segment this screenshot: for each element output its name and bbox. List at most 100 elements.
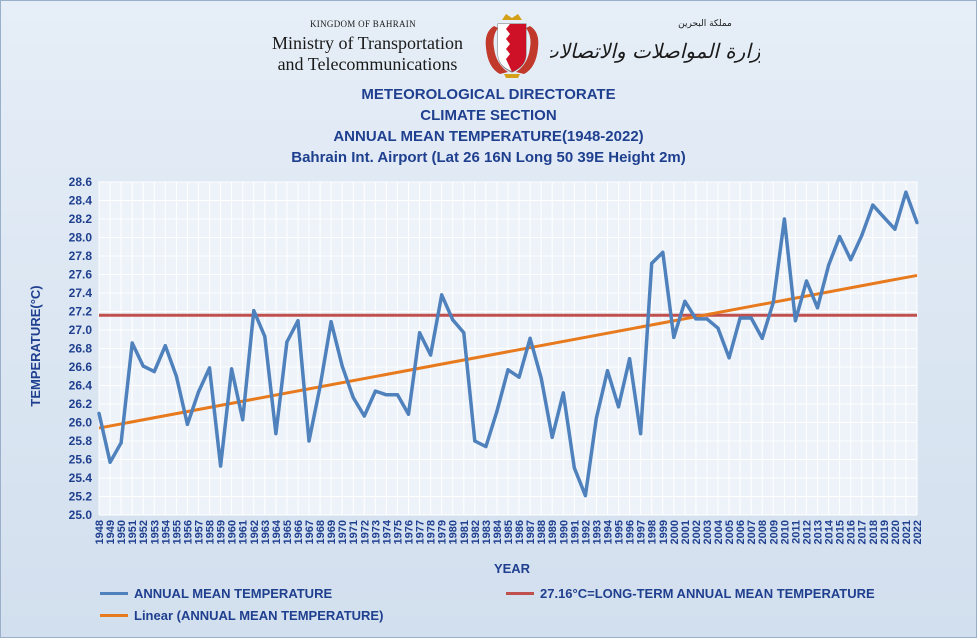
data-point: [174, 374, 178, 378]
data-point: [274, 432, 278, 436]
data-point: [838, 234, 842, 239]
ministry-arabic-logo: مملكة البحرين وزارة المواصلات والاتصالات: [550, 19, 760, 63]
x-tick-label: 1978: [426, 520, 438, 544]
x-tick-label: 2022: [912, 520, 924, 544]
x-tick-label: 1999: [658, 520, 670, 544]
x-tick-label: 1984: [492, 519, 504, 544]
ministry-name-line2: and Telecommunications: [277, 54, 458, 74]
legend-swatch-trend: [100, 614, 128, 617]
x-tick-label: 1951: [127, 520, 139, 544]
x-tick-label: 1953: [149, 520, 161, 544]
data-point: [207, 366, 212, 370]
data-point: [406, 412, 411, 416]
y-tick-label: 25.0: [69, 508, 93, 522]
data-point: [550, 435, 554, 439]
ministry-name: Ministry of Transportation and Telecommu…: [255, 33, 480, 75]
x-tick-label: 1983: [481, 520, 493, 544]
x-tick-label: 1963: [260, 520, 272, 544]
x-tick-label: 1992: [580, 520, 592, 544]
data-point: [683, 299, 687, 303]
y-tick-label: 26.2: [69, 397, 93, 411]
x-tick-label: 2009: [768, 520, 780, 544]
arabic-ministry-name: وزارة المواصلات والاتصالات: [550, 39, 760, 63]
data-point: [495, 409, 499, 413]
chart-titles: METEOROLOGICAL DIRECTORATE CLIMATE SECTI…: [0, 84, 977, 168]
x-tick-label: 1988: [536, 520, 548, 544]
x-tick-label: 1966: [293, 520, 305, 544]
data-point: [738, 316, 742, 320]
x-tick-label: 1967: [304, 520, 316, 544]
ministry-name-line1: Ministry of Transportation: [271, 33, 463, 53]
x-tick-label: 1976: [404, 520, 416, 544]
x-tick-label: 1962: [249, 520, 261, 544]
data-point: [230, 367, 234, 371]
data-point: [163, 344, 167, 348]
x-tick-label: 2004: [713, 519, 725, 544]
legend-label-series: ANNUAL MEAN TEMPERATURE: [134, 586, 333, 601]
data-point: [119, 441, 123, 445]
x-tick-label: 1954: [160, 519, 172, 544]
data-point: [196, 390, 201, 394]
data-point: [539, 376, 543, 380]
x-tick-label: 1994: [602, 519, 614, 544]
y-tick-label: 27.8: [69, 249, 93, 263]
x-tick-label: 2019: [879, 520, 891, 544]
data-point: [528, 336, 532, 340]
legend-item-trend: Linear (ANNUAL MEAN TEMPERATURE): [100, 608, 383, 623]
data-point: [915, 221, 919, 225]
data-point: [307, 439, 311, 443]
x-tick-label: 1985: [503, 520, 515, 544]
data-point: [185, 422, 190, 426]
y-tick-label: 28.4: [69, 194, 93, 208]
y-tick-labels: 25.0 25.2 25.4 25.6 25.8 26.0 26.2 26.4 26.6 26.8…: [69, 175, 93, 522]
x-tick-labels: 1948 1949 1950 1951 1952 1953 1954 1955 1956 1957…: [94, 519, 924, 544]
x-tick-label: 1970: [337, 520, 349, 544]
x-tick-label: 1952: [138, 520, 150, 544]
y-tick-label: 28.2: [69, 212, 93, 226]
x-tick-label: 1975: [392, 520, 404, 544]
x-tick-label: 1950: [116, 520, 128, 544]
data-point: [462, 331, 466, 335]
x-tick-label: 1997: [636, 520, 648, 544]
data-point: [583, 493, 587, 498]
kingdom-label: KINGDOM OF BAHRAIN: [310, 19, 416, 29]
x-tick-label: 1965: [282, 520, 294, 544]
y-tick-label: 26.6: [69, 360, 93, 374]
data-point: [893, 227, 897, 231]
data-point: [616, 405, 621, 409]
title-section: CLIMATE SECTION: [420, 107, 557, 124]
x-tick-label: 1964: [271, 519, 283, 544]
x-tick-label: 1955: [171, 520, 183, 544]
x-tick-label: 1973: [370, 520, 382, 544]
legend-label-reference: 27.16°C=LONG-TERM ANNUAL MEAN TEMPERATUR…: [540, 586, 875, 601]
data-point: [517, 375, 521, 379]
legend-label-trend: Linear (ANNUAL MEAN TEMPERATURE): [134, 608, 384, 623]
x-tick-label: 2010: [779, 520, 791, 544]
data-point: [373, 389, 377, 393]
x-tick-label: 1998: [647, 520, 659, 544]
x-tick-label: 1968: [315, 520, 327, 544]
x-tick-label: 1981: [459, 520, 471, 544]
data-point: [760, 336, 764, 340]
data-point: [506, 368, 510, 372]
x-tick-label: 1969: [326, 520, 338, 544]
chart-subtitle: Bahrain Int. Airport (Lat 26 16N Long 50…: [291, 149, 686, 166]
x-tick-label: 2007: [746, 520, 758, 544]
data-point: [296, 319, 300, 323]
data-point: [417, 331, 422, 335]
y-tick-label: 27.6: [69, 268, 93, 282]
data-point: [639, 432, 643, 436]
data-point: [318, 384, 322, 389]
x-axis-label: YEAR: [494, 561, 531, 576]
bahrain-emblem-logo: [485, 14, 539, 78]
data-point: [384, 393, 389, 397]
data-point: [218, 464, 223, 468]
data-point: [804, 279, 809, 283]
x-tick-label: 1956: [182, 520, 194, 544]
x-tick-label: 1989: [547, 520, 559, 544]
legend-swatch-series: [100, 592, 128, 595]
x-tick-label: 2014: [824, 519, 836, 544]
data-point: [716, 326, 720, 330]
data-point: [860, 234, 864, 238]
